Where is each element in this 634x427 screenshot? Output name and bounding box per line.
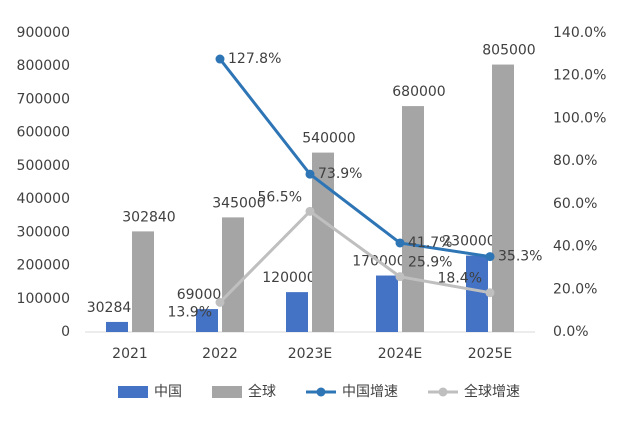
line-label: 73.9%: [318, 166, 362, 182]
line-marker: [215, 54, 225, 64]
line-label: 25.9%: [408, 255, 452, 271]
bar: [466, 255, 488, 332]
legend-swatch: [118, 386, 148, 398]
bar-label: 120000: [262, 270, 315, 286]
y-tick-label: 0: [61, 324, 70, 340]
line-label: 41.7%: [408, 235, 452, 251]
line-marker: [305, 169, 315, 179]
bar: [402, 106, 424, 332]
bar: [492, 64, 514, 333]
x-tick-label: 2023E: [288, 346, 332, 362]
y2-tick-label: 20.0%: [553, 281, 597, 297]
bar-label: 69000: [177, 287, 222, 303]
bar-label: 230000: [442, 234, 495, 250]
bar: [106, 321, 128, 332]
line: [218, 58, 491, 259]
x-tick-label: 2024E: [378, 346, 422, 362]
y-tick-label: 100000: [17, 291, 70, 307]
y-tick-label: 700000: [17, 91, 70, 107]
y-tick-label: 900000: [17, 25, 70, 41]
legend-swatch: [316, 387, 326, 397]
bar: [196, 309, 218, 332]
x-tick-label: 2025E: [468, 346, 512, 362]
y-tick-label: 800000: [17, 58, 70, 74]
bar-label: 540000: [302, 131, 355, 147]
line-marker: [395, 238, 405, 248]
legend-label: 中国: [154, 384, 182, 400]
line-label: 13.9%: [168, 304, 212, 320]
x-tick-label: 2021: [112, 346, 148, 362]
y-tick-label: 400000: [17, 191, 70, 207]
line-marker: [485, 252, 495, 262]
y2-tick-label: 60.0%: [553, 196, 597, 212]
bar-label: 345000: [212, 195, 265, 211]
bar-label: 302840: [122, 209, 175, 225]
y2-tick-label: 120.0%: [553, 68, 606, 84]
bar-label: 680000: [392, 84, 445, 100]
x-tick-label: 2022: [202, 346, 238, 362]
y-tick-label: 200000: [17, 258, 70, 274]
bar: [312, 152, 334, 332]
legend-label: 全球: [248, 383, 276, 400]
legend-label: 全球增速: [464, 383, 520, 400]
legend-swatch: [212, 386, 242, 398]
y-tick-label: 600000: [17, 125, 70, 141]
y2-tick-label: 0.0%: [553, 324, 589, 340]
y2-tick-label: 80.0%: [553, 153, 597, 169]
y-tick-label: 300000: [17, 224, 70, 240]
line-label: 18.4%: [438, 271, 482, 287]
line-label: 56.5%: [258, 189, 302, 205]
line-label: 127.8%: [228, 51, 281, 67]
bar: [376, 275, 398, 332]
y-tick-label: 500000: [17, 158, 70, 174]
line-marker: [215, 297, 225, 307]
y2-tick-label: 100.0%: [553, 110, 606, 126]
bar-label: 805000: [482, 43, 535, 59]
legend-label: 中国增速: [342, 384, 398, 400]
bar-label: 30284: [87, 300, 132, 316]
bar: [222, 217, 244, 332]
line-label: 35.3%: [498, 249, 542, 265]
line-marker: [395, 272, 405, 282]
line-marker: [305, 206, 315, 216]
bar: [286, 292, 308, 332]
line-marker: [485, 288, 495, 298]
bar: [132, 231, 154, 332]
line: [218, 209, 491, 304]
legend-swatch: [438, 387, 448, 397]
y2-tick-label: 140.0%: [553, 25, 606, 41]
y2-tick-label: 40.0%: [553, 239, 597, 255]
